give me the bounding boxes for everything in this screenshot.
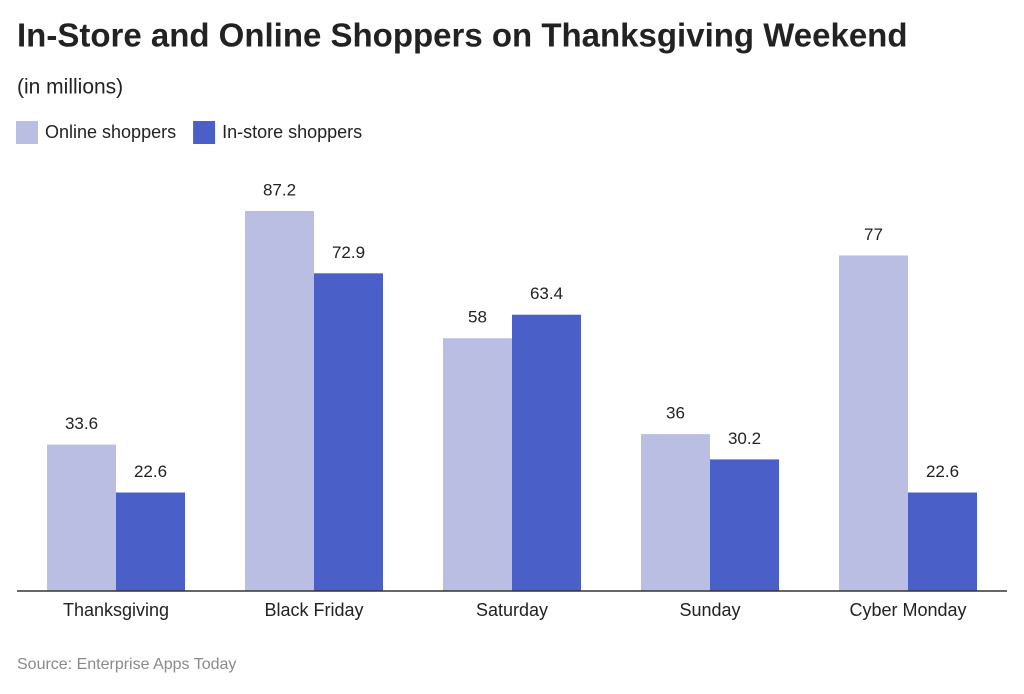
bar: [641, 434, 710, 591]
bar: [245, 211, 314, 591]
legend-label: Online shoppers: [45, 122, 176, 142]
value-label: 77: [864, 225, 883, 244]
value-label: 22.6: [926, 462, 959, 481]
bar: [512, 314, 581, 591]
x-tick-label: Saturday: [476, 600, 548, 620]
bar: [314, 273, 383, 591]
chart-subtitle: (in millions): [17, 76, 123, 99]
bar: [908, 492, 977, 591]
value-label: 30.2: [728, 429, 761, 448]
value-label: 36: [666, 404, 685, 423]
value-label: 87.2: [263, 180, 296, 199]
bar: [710, 459, 779, 591]
bar: [443, 338, 512, 591]
legend-label: In-store shoppers: [222, 122, 362, 142]
legend-swatch: [193, 121, 216, 144]
legend-swatch: [16, 121, 38, 144]
value-label: 58: [468, 308, 487, 327]
value-label: 22.6: [134, 462, 167, 481]
x-tick-label: Black Friday: [264, 600, 363, 620]
chart-title: In-Store and Online Shoppers on Thanksgi…: [17, 17, 908, 54]
bar: [116, 492, 185, 591]
bar: [47, 444, 116, 591]
x-tick-label: Sunday: [679, 600, 740, 620]
bar: [839, 255, 908, 592]
source-note: Source: Enterprise Apps Today: [17, 656, 236, 673]
value-label: 63.4: [530, 284, 563, 303]
value-label: 33.6: [65, 414, 98, 433]
value-label: 72.9: [332, 243, 365, 262]
x-tick-label: Cyber Monday: [849, 600, 966, 620]
x-tick-label: Thanksgiving: [63, 600, 169, 620]
